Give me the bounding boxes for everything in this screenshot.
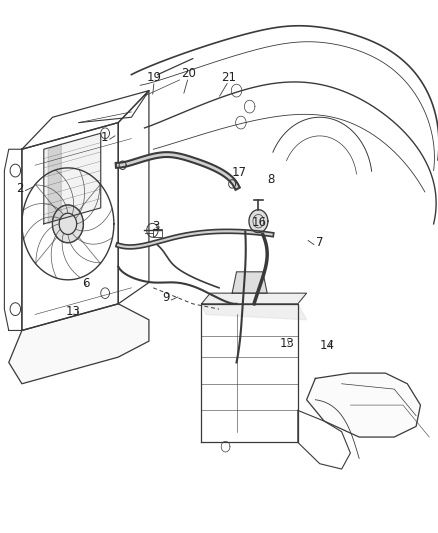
Text: 7: 7	[316, 236, 324, 249]
Polygon shape	[249, 209, 268, 233]
Polygon shape	[201, 304, 307, 320]
Text: 20: 20	[181, 67, 196, 80]
Polygon shape	[53, 205, 83, 243]
Text: 19: 19	[147, 71, 162, 84]
Polygon shape	[307, 373, 420, 437]
Text: 21: 21	[221, 71, 236, 84]
Text: 16: 16	[252, 216, 267, 229]
Text: 17: 17	[231, 166, 246, 179]
Text: 1: 1	[100, 131, 108, 144]
Text: 14: 14	[320, 339, 335, 352]
Text: 9: 9	[162, 291, 170, 304]
Polygon shape	[201, 293, 307, 304]
Polygon shape	[232, 272, 267, 293]
Text: 6: 6	[81, 277, 89, 290]
Polygon shape	[44, 133, 101, 224]
Text: 8: 8	[267, 173, 274, 186]
Text: 3: 3	[152, 220, 159, 233]
Text: 13: 13	[66, 305, 81, 318]
Text: 13: 13	[279, 337, 294, 350]
Polygon shape	[48, 144, 61, 224]
Polygon shape	[9, 304, 149, 384]
Text: 2: 2	[16, 182, 24, 195]
